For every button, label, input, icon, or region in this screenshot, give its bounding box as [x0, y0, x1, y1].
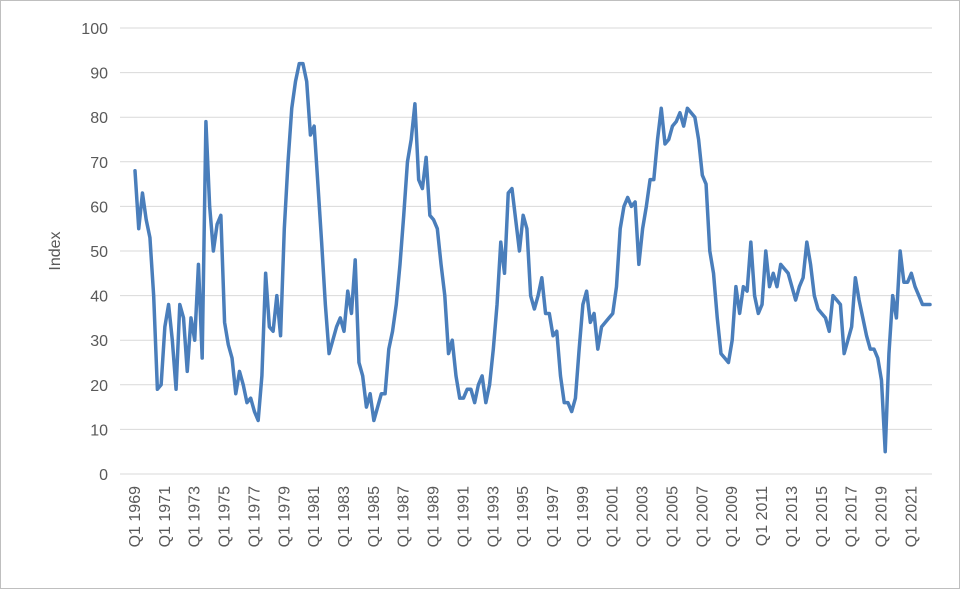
x-tick-label: Q1 1981 [306, 486, 323, 547]
x-tick-label: Q1 1985 [366, 486, 383, 547]
y-tick-label: 10 [90, 422, 108, 439]
y-axis-label: Index [47, 231, 64, 270]
x-tick-label: Q1 2001 [605, 486, 622, 547]
x-tick-label: Q1 1995 [515, 486, 532, 547]
x-tick-label: Q1 1969 [127, 486, 144, 547]
x-tick-label: Q1 1975 [217, 486, 234, 547]
x-tick-label: Q1 1993 [485, 486, 502, 547]
x-tick-label: Q1 1989 [426, 486, 443, 547]
x-tick-label: Q1 2003 [635, 486, 652, 547]
y-tick-label: 70 [90, 155, 108, 172]
y-tick-label: 100 [81, 21, 108, 38]
x-tick-label: Q1 1977 [246, 486, 263, 547]
x-tick-label: Q1 2021 [903, 486, 920, 547]
x-tick-label: Q1 2017 [844, 486, 861, 547]
line-series [133, 61, 932, 454]
y-tick-label: 20 [90, 378, 108, 395]
x-tick-label: Q1 2013 [784, 486, 801, 547]
y-tick-label: 40 [90, 289, 108, 306]
x-tick-label: Q1 2007 [694, 486, 711, 547]
x-tick-label: Q1 2009 [724, 486, 741, 547]
x-tick-label: Q1 1987 [396, 486, 413, 547]
y-tick-label: 60 [90, 199, 108, 216]
x-tick-label: Q1 2011 [754, 486, 771, 546]
x-tick-label: Q1 1973 [187, 486, 204, 547]
y-tick-label: 0 [99, 467, 108, 484]
x-tick-label: Q1 2005 [664, 486, 681, 547]
y-tick-label: 90 [90, 66, 108, 83]
x-tick-label: Q1 1991 [455, 486, 472, 547]
y-tick-label: 30 [90, 333, 108, 350]
x-tick-label: Q1 1979 [276, 486, 293, 547]
x-tick-label: Q1 2019 [873, 486, 890, 547]
x-tick-label: Q1 1999 [575, 486, 592, 547]
x-tick-label: Q1 1997 [545, 486, 562, 547]
y-tick-label: 80 [90, 110, 108, 127]
x-tick-label: Q1 1983 [336, 486, 353, 547]
x-tick-label: Q1 2015 [814, 486, 831, 547]
y-tick-label: 50 [90, 244, 108, 261]
x-tick-label: Q1 1971 [157, 486, 174, 547]
